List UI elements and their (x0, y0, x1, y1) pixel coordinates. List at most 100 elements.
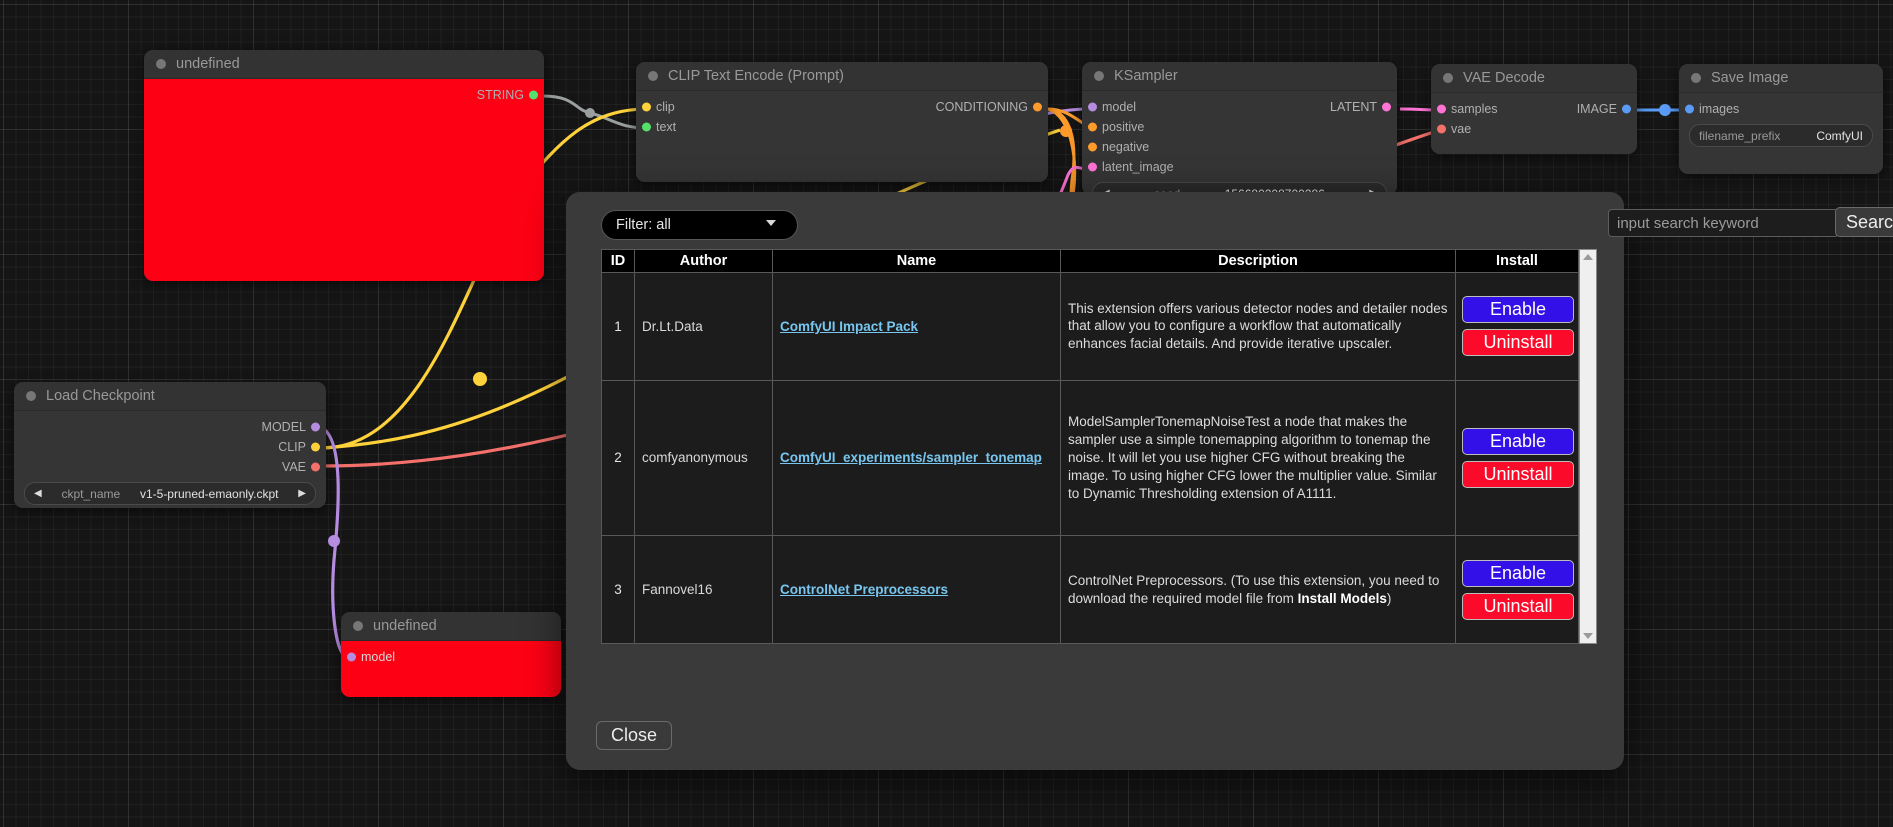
widget-filename-prefix[interactable]: filename_prefix ComfyUI (1689, 124, 1873, 147)
enable-button[interactable]: Enable (1462, 296, 1574, 324)
node-load-checkpoint[interactable]: Load Checkpoint MODEL CLIP VAE ◀ ckpt_na (14, 382, 326, 508)
node-input-slot[interactable]: positive (1082, 117, 1397, 137)
collapse-dot-icon[interactable] (156, 59, 166, 69)
cell-id: 3 (601, 535, 635, 644)
input-pin-icon[interactable] (1088, 162, 1097, 172)
output-pin-icon[interactable] (529, 90, 538, 100)
node-input-slot[interactable]: vae (1431, 119, 1637, 139)
input-slot-label: text (656, 120, 677, 134)
widget-label: seed (1154, 186, 1181, 196)
node-input-slot[interactable]: negative (1082, 137, 1397, 157)
enable-button[interactable]: Enable (1462, 427, 1574, 455)
node-slot-row[interactable]: samples IMAGE (1431, 99, 1637, 119)
output-pin-icon[interactable] (311, 462, 320, 472)
next-arrow-icon[interactable]: ▶ (298, 488, 306, 499)
column-header-description: Description (1060, 249, 1456, 273)
output-slot-label: IMAGE (1576, 102, 1617, 116)
search-input[interactable] (1608, 209, 1839, 237)
decrement-arrow-icon[interactable]: ◀ (1102, 188, 1110, 195)
input-pin-icon[interactable] (347, 652, 356, 662)
node-vae-decode[interactable]: VAE Decode samples IMAGE vae (1431, 64, 1637, 154)
node-title-bar[interactable]: CLIP Text Encode (Prompt) (636, 62, 1048, 91)
input-pin-icon[interactable] (1088, 122, 1097, 132)
node-output-slot[interactable]: STRING (144, 85, 544, 105)
node-clip-text-encode[interactable]: CLIP Text Encode (Prompt) clip CONDITION… (636, 62, 1048, 182)
collapse-dot-icon[interactable] (648, 71, 658, 81)
node-title-bar[interactable]: Save Image (1679, 64, 1883, 93)
cell-author: Dr.Lt.Data (634, 272, 773, 381)
table-row: 1 Dr.Lt.Data ComfyUI Impact Pack This ex… (601, 272, 1579, 381)
output-pin-icon[interactable] (311, 422, 320, 432)
filter-select[interactable]: Filter: allFilter: installedFilter: not-… (601, 210, 798, 240)
output-pin-icon[interactable] (1622, 104, 1631, 114)
node-title-bar[interactable]: undefined (144, 50, 544, 79)
table-vertical-scrollbar[interactable] (1579, 249, 1597, 644)
output-slot-label: CONDITIONING (935, 100, 1028, 114)
input-pin-icon[interactable] (1437, 104, 1446, 114)
node-body: STRING (144, 79, 544, 281)
node-undefined-bottom[interactable]: undefined model (341, 612, 561, 697)
scroll-up-arrow-icon[interactable] (1583, 254, 1593, 260)
collapse-dot-icon[interactable] (1691, 73, 1701, 83)
node-title-text: KSampler (1114, 68, 1178, 84)
extension-link[interactable]: ComfyUI_experiments/sampler_tonemap (780, 450, 1042, 466)
node-title-bar[interactable]: Load Checkpoint (14, 382, 326, 411)
node-slot-row[interactable]: clip CONDITIONING (636, 97, 1048, 117)
collapse-dot-icon[interactable] (353, 621, 363, 631)
enable-button[interactable]: Enable (1462, 559, 1574, 587)
node-slot-row[interactable]: model LATENT (1082, 97, 1397, 117)
node-input-slot[interactable]: latent_image (1082, 157, 1397, 177)
node-output-slot[interactable]: CLIP (14, 437, 326, 457)
output-pin-icon[interactable] (311, 442, 320, 452)
input-pin-icon[interactable] (1088, 142, 1097, 152)
collapse-dot-icon[interactable] (1094, 71, 1104, 81)
node-input-slot[interactable]: model (341, 647, 561, 667)
close-button[interactable]: Close (596, 721, 673, 750)
cell-install: Enable Uninstall (1455, 535, 1579, 644)
cell-name: ControlNet Preprocessors (772, 535, 1061, 644)
scroll-down-arrow-icon[interactable] (1583, 633, 1593, 639)
node-undefined-top[interactable]: undefined STRING (144, 50, 544, 281)
input-slot-label: negative (1102, 140, 1150, 154)
previous-arrow-icon[interactable]: ◀ (34, 488, 42, 499)
increment-arrow-icon[interactable]: ▶ (1369, 188, 1377, 195)
extension-link[interactable]: ControlNet Preprocessors (780, 582, 949, 598)
node-title-text: Load Checkpoint (46, 388, 155, 404)
column-header-author: Author (634, 249, 773, 273)
uninstall-button[interactable]: Uninstall (1462, 592, 1574, 620)
uninstall-button[interactable]: Uninstall (1462, 329, 1574, 357)
node-title-bar[interactable]: undefined (341, 612, 561, 641)
node-ksampler[interactable]: KSampler model LATENT positive negative (1082, 62, 1397, 195)
input-pin-icon[interactable] (1088, 102, 1097, 112)
node-body: images filename_prefix ComfyUI (1679, 93, 1883, 174)
input-slot-label: latent_image (1102, 160, 1174, 174)
uninstall-button[interactable]: Uninstall (1462, 460, 1574, 488)
cell-install: Enable Uninstall (1455, 272, 1579, 381)
collapse-dot-icon[interactable] (1443, 73, 1453, 83)
input-pin-icon[interactable] (642, 102, 651, 112)
dialog-controls-row: Filter: allFilter: installedFilter: not-… (566, 206, 1893, 242)
widget-ckpt-name[interactable]: ◀ ckpt_name v1-5-pruned-emaonly.ckpt ▶ (24, 482, 316, 505)
node-title-text: undefined (176, 56, 240, 72)
extension-link[interactable]: ComfyUI Impact Pack (780, 318, 919, 334)
cell-install: Enable Uninstall (1455, 379, 1579, 537)
widget-seed[interactable]: ◀ seed 156680208700286 ▶ (1092, 182, 1387, 195)
input-pin-icon[interactable] (1437, 124, 1446, 134)
output-slot-label: STRING (476, 88, 524, 102)
node-output-slot[interactable]: MODEL (14, 417, 326, 437)
output-pin-icon[interactable] (1033, 102, 1042, 112)
node-title-bar[interactable]: KSampler (1082, 62, 1397, 91)
node-title-bar[interactable]: VAE Decode (1431, 64, 1637, 93)
node-input-slot[interactable]: text (636, 117, 1048, 137)
widget-value: v1-5-pruned-emaonly.ckpt (139, 486, 279, 501)
description-text-post: ) (1386, 590, 1392, 606)
output-slot-label: MODEL (261, 420, 306, 434)
node-input-slot[interactable]: images (1679, 99, 1883, 119)
node-output-slot[interactable]: VAE (14, 457, 326, 477)
input-pin-icon[interactable] (1685, 104, 1694, 114)
input-pin-icon[interactable] (642, 122, 651, 132)
output-pin-icon[interactable] (1382, 102, 1391, 112)
search-button[interactable]: Search (1835, 207, 1893, 237)
node-save-image[interactable]: Save Image images filename_prefix ComfyU… (1679, 64, 1883, 174)
collapse-dot-icon[interactable] (26, 391, 36, 401)
